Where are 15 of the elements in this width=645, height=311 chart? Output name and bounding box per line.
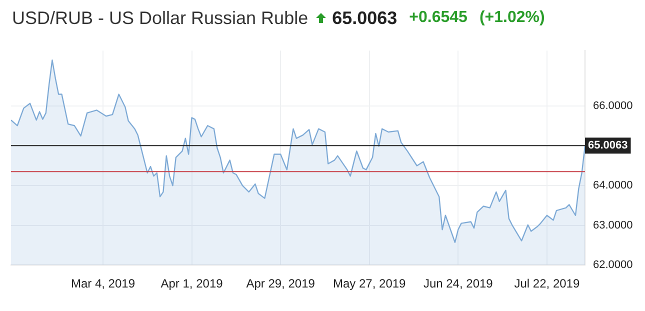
y-tick-label: 62.0000 bbox=[593, 259, 633, 272]
x-tick-label: Apr 1, 2019 bbox=[160, 276, 224, 291]
ref-line-label: 65.0063 bbox=[588, 140, 628, 152]
x-tick-label: Apr 29, 2019 bbox=[246, 276, 316, 291]
x-tick-label: Jun 24, 2019 bbox=[423, 276, 494, 291]
y-tick-label: 64.0000 bbox=[593, 180, 633, 192]
y-tick-label: 63.0000 bbox=[593, 219, 633, 232]
text: +0.6545 bbox=[409, 9, 468, 27]
x-tick-label: Mar 4, 2019 bbox=[70, 276, 136, 291]
text: (+1.02%) bbox=[479, 9, 545, 27]
chart-subtitle: 65.0063 bbox=[332, 8, 398, 28]
x-tick-label: May 27, 2019 bbox=[332, 276, 406, 291]
y-tick-label: 66.0000 bbox=[593, 100, 633, 112]
chart-title: USD/RUB - US Dollar Russian Ruble bbox=[12, 8, 308, 28]
x-tick-label: Jul 22, 2019 bbox=[514, 276, 580, 291]
